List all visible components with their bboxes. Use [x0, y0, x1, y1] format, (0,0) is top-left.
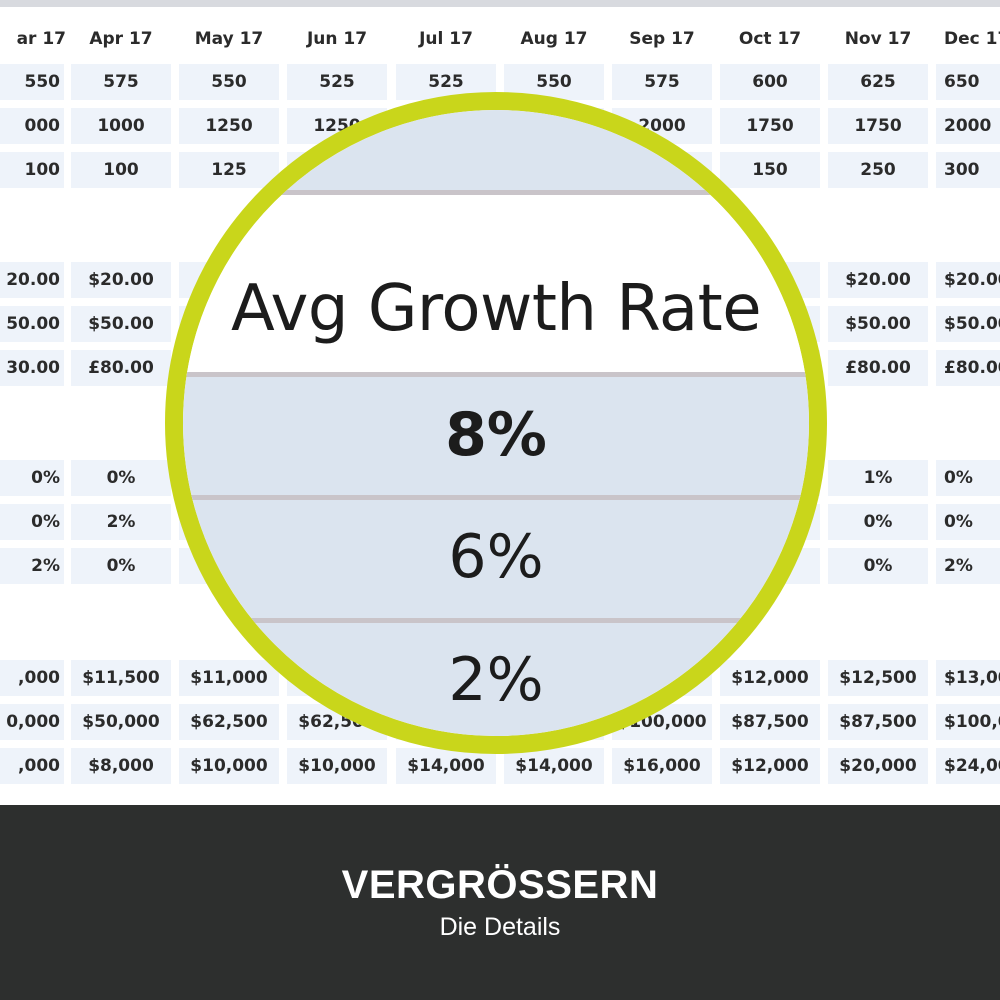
spreadsheet-background: ar 17 Apr 17 May 17 Jun 17 Jul 17 Aug 17 Sep 1… — [0, 0, 1000, 784]
table-cell[interactable]: 2% — [0, 548, 64, 584]
table-cell[interactable]: 50.00 — [0, 306, 64, 342]
table-cell[interactable]: 2% — [936, 548, 1000, 584]
table-cell[interactable]: $20.00 — [71, 262, 171, 298]
table-cell[interactable]: 0% — [828, 548, 928, 584]
table-cell[interactable]: 525 — [287, 64, 387, 100]
table-cell[interactable]: $12,000 — [720, 748, 820, 784]
table-cell[interactable]: 650 — [936, 64, 1000, 100]
month-column-header: ar 17 — [16, 29, 66, 49]
table-cell[interactable]: 250 — [828, 152, 928, 188]
table-cell[interactable]: 625 — [828, 64, 928, 100]
table-cell[interactable]: 575 — [612, 64, 712, 100]
table-cell[interactable]: 575 — [71, 64, 171, 100]
table-cell[interactable]: 0% — [0, 460, 64, 496]
table-cell[interactable]: 20.00 — [0, 262, 64, 298]
month-column-header: Oct 17 — [738, 29, 802, 49]
table-cell[interactable]: $13,000 — [936, 660, 1000, 696]
table-cell[interactable]: $20,000 — [828, 748, 928, 784]
table-cell[interactable]: ,000 — [0, 748, 64, 784]
magnifier-lens: Avg Growth Rate 8% 6% 2% — [165, 92, 827, 754]
table-cell[interactable]: $100,000 — [936, 704, 1000, 740]
table-cell[interactable]: £80.00 — [828, 350, 928, 386]
table-cell[interactable]: 550 — [0, 64, 64, 100]
month-column-header: Aug 17 — [520, 29, 588, 49]
table-cell[interactable]: $8,000 — [71, 748, 171, 784]
table-cell[interactable]: 0% — [71, 460, 171, 496]
table-cell[interactable]: $10,000 — [287, 748, 387, 784]
table-cell[interactable]: $50.00 — [71, 306, 171, 342]
magnified-row-band — [183, 377, 809, 497]
table-cell[interactable]: £80.00 — [71, 350, 171, 386]
table-cell[interactable]: 2% — [71, 504, 171, 540]
table-cell[interactable]: £80.00 — [936, 350, 1000, 386]
table-cell[interactable]: 0,000 — [0, 704, 64, 740]
table-cell[interactable]: 1750 — [828, 108, 928, 144]
banner-subtitle: Die Details — [439, 913, 561, 941]
caption-banner: VERGRÖSSERN Die Details — [0, 805, 1000, 1000]
table-cell[interactable]: $11,500 — [71, 660, 171, 696]
magnified-divider — [183, 372, 809, 377]
month-column-header: May 17 — [194, 29, 264, 49]
table-cell[interactable]: $12,500 — [828, 660, 928, 696]
table-cell[interactable]: $20.00 — [828, 262, 928, 298]
magnified-divider — [183, 190, 809, 195]
table-cell[interactable]: 550 — [179, 64, 279, 100]
table-cell[interactable]: $50.00 — [828, 306, 928, 342]
magnified-row-band — [183, 623, 809, 736]
table-cell[interactable]: 100 — [0, 152, 64, 188]
table-cell[interactable]: 600 — [720, 64, 820, 100]
table-cell[interactable]: 000 — [0, 108, 64, 144]
magnified-divider — [183, 618, 809, 623]
table-cell[interactable]: $14,000 — [396, 748, 496, 784]
table-cell[interactable]: $16,000 — [612, 748, 712, 784]
table-cell[interactable]: $24,000 — [936, 748, 1000, 784]
table-cell[interactable]: 0% — [71, 548, 171, 584]
banner-title: VERGRÖSSERN — [341, 863, 659, 907]
table-cell[interactable]: $20.00 — [936, 262, 1000, 298]
magnified-row-band — [183, 110, 809, 190]
magnified-row-band — [183, 500, 809, 618]
table-cell[interactable]: 0% — [0, 504, 64, 540]
table-cell[interactable]: 300 — [936, 152, 1000, 188]
table-cell[interactable]: $50.00 — [936, 306, 1000, 342]
month-column-header: Jun 17 — [306, 29, 368, 49]
month-column-header: Dec 17 — [944, 29, 1000, 49]
table-cell[interactable]: $14,000 — [504, 748, 604, 784]
growth-rate-value: 8% — [445, 400, 547, 470]
month-column-header: Apr 17 — [89, 29, 153, 49]
growth-rate-value: 2% — [448, 645, 544, 715]
table-cell[interactable]: 0% — [936, 460, 1000, 496]
table-cell[interactable]: 30.00 — [0, 350, 64, 386]
table-cell[interactable]: 1% — [828, 460, 928, 496]
month-column-header: Sep 17 — [629, 29, 695, 49]
table-cell[interactable]: 0% — [936, 504, 1000, 540]
growth-rate-value: 6% — [448, 522, 544, 592]
table-top-border — [0, 0, 1000, 7]
avg-growth-rate-heading: Avg Growth Rate — [230, 272, 762, 346]
table-cell[interactable]: ,000 — [0, 660, 64, 696]
magnified-header-band — [183, 195, 809, 375]
table-cell[interactable]: 0% — [828, 504, 928, 540]
month-column-header: Jul 17 — [419, 29, 473, 49]
table-cell[interactable]: $50,000 — [71, 704, 171, 740]
table-cell[interactable]: 100 — [71, 152, 171, 188]
magnified-divider — [183, 495, 809, 500]
table-cell[interactable]: $10,000 — [179, 748, 279, 784]
table-cell[interactable]: 2000 — [936, 108, 1000, 144]
month-column-header: Nov 17 — [844, 29, 912, 49]
table-cell[interactable]: $87,500 — [828, 704, 928, 740]
table-cell[interactable]: 1000 — [71, 108, 171, 144]
